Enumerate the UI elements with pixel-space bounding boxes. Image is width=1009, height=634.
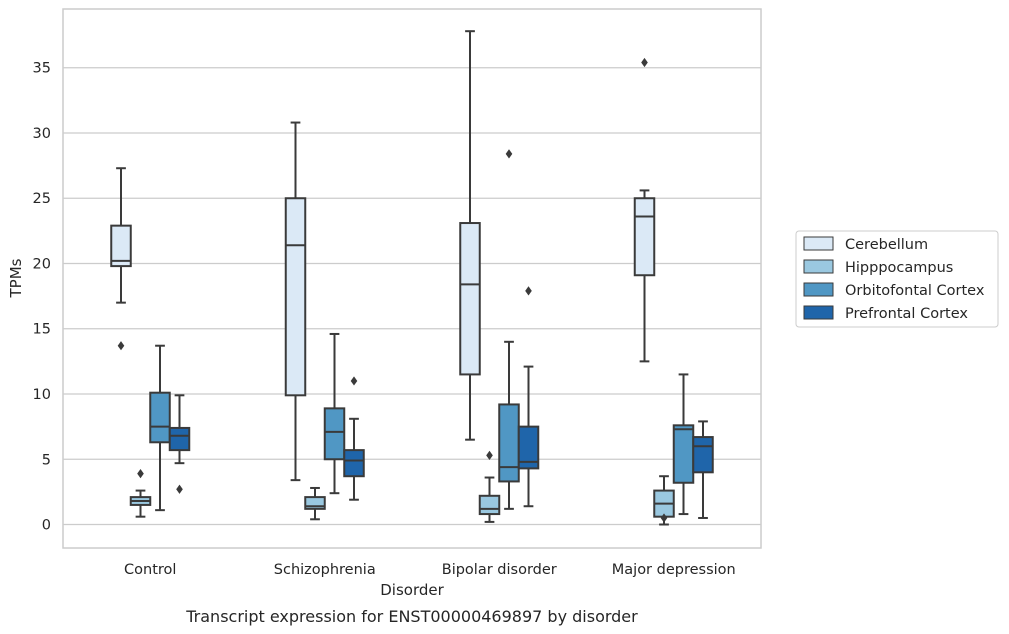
box-1-3 [343, 376, 365, 501]
iqr-box [459, 222, 481, 376]
iqr-box [633, 197, 656, 277]
plot-area-frame [62, 8, 762, 549]
iqr-box [672, 424, 695, 484]
iqr-box [304, 496, 326, 510]
iqr-box [323, 407, 346, 461]
y-tick-label: 20 [33, 256, 51, 272]
x-axis-title: Disorder [380, 581, 444, 599]
legend-label: Prefrontal Cortex [845, 306, 968, 322]
legend: Cerebellum Hipppocampus Orbitofontal Corte… [795, 230, 999, 328]
outlier-point [350, 376, 358, 386]
legend-swatch [803, 305, 834, 320]
box-2-0 [459, 30, 481, 441]
iqr-box [692, 436, 714, 474]
iqr-box [110, 224, 132, 268]
boxes-layer [110, 30, 714, 526]
outlier-point [660, 513, 668, 523]
box-3-0 [633, 57, 656, 363]
y-tick-label: 15 [33, 322, 51, 338]
outlier-point [137, 469, 144, 479]
legend-label: Orbitofontal Cortex [845, 283, 985, 299]
outlier-point [641, 57, 648, 68]
box-3-1 [653, 475, 675, 526]
x-tick-label: Schizophrenia [274, 562, 376, 578]
x-tick-label: Bipolar disorder [442, 562, 557, 578]
iqr-box [168, 426, 191, 452]
y-tick-labels: 0 5 10 15 20 25 30 35 [33, 61, 51, 534]
legend-frame [795, 230, 999, 328]
iqr-box [517, 425, 540, 470]
y-axis-title: TPMs [7, 258, 25, 298]
y-tick-label: 30 [33, 126, 51, 142]
box-0-0 [110, 167, 132, 351]
box-0-3 [168, 394, 191, 494]
box-1-0 [284, 121, 307, 482]
box-2-3 [517, 286, 540, 508]
y-tick-label: 5 [42, 452, 51, 468]
outlier-point [176, 484, 183, 494]
x-tick-labels: Control Schizophrenia Bipolar disorder Majo… [124, 562, 736, 578]
box-3-2 [672, 373, 695, 516]
legend-swatch [803, 259, 834, 274]
box-3-3 [692, 420, 714, 519]
outlier-point [117, 341, 125, 351]
iqr-box [284, 197, 307, 397]
box-0-1 [129, 469, 152, 518]
outlier-point [525, 286, 532, 296]
iqr-box [498, 403, 520, 483]
box-0-2 [149, 344, 171, 512]
y-tick-label: 10 [33, 387, 51, 403]
figure-caption: Transcript expression for ENST0000046989… [185, 607, 638, 626]
iqr-box [343, 449, 365, 478]
legend-swatch [803, 236, 834, 251]
legend-label: Cerebellum [845, 237, 928, 253]
iqr-box [478, 494, 501, 516]
x-tick-label: Control [124, 562, 176, 578]
iqr-box [149, 391, 171, 444]
legend-label: Hipppocampus [845, 260, 953, 276]
x-tick-label: Major depression [612, 562, 736, 578]
legend-swatch [803, 282, 834, 297]
box-1-1 [304, 486, 326, 521]
y-tick-label: 0 [42, 518, 51, 534]
gridlines [63, 67, 761, 526]
box-1-2 [323, 332, 346, 495]
outlier-point [505, 149, 513, 159]
y-tick-label: 25 [33, 191, 51, 207]
y-tick-label: 35 [33, 61, 51, 77]
outlier-point [486, 450, 493, 460]
box-2-1 [478, 450, 501, 523]
